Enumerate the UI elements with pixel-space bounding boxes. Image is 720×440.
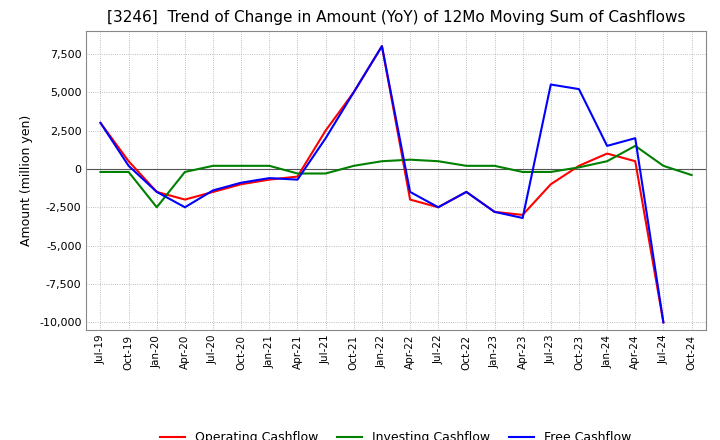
Operating Cashflow — [603, 151, 611, 156]
Free Cashflow — [434, 205, 443, 210]
Operating Cashflow — [321, 128, 330, 133]
Operating Cashflow — [96, 120, 105, 125]
Free Cashflow — [321, 136, 330, 141]
Investing Cashflow — [687, 172, 696, 178]
Investing Cashflow — [125, 169, 133, 175]
Investing Cashflow — [377, 158, 386, 164]
Investing Cashflow — [181, 169, 189, 175]
Operating Cashflow — [293, 174, 302, 179]
Investing Cashflow — [490, 163, 499, 169]
Operating Cashflow — [153, 189, 161, 194]
Line: Free Cashflow: Free Cashflow — [101, 46, 663, 323]
Operating Cashflow — [518, 212, 527, 217]
Line: Investing Cashflow: Investing Cashflow — [101, 146, 691, 207]
Free Cashflow — [631, 136, 639, 141]
Investing Cashflow — [349, 163, 358, 169]
Operating Cashflow — [265, 177, 274, 182]
Free Cashflow — [377, 44, 386, 49]
Free Cashflow — [546, 82, 555, 87]
Operating Cashflow — [377, 44, 386, 49]
Free Cashflow — [406, 189, 415, 194]
Investing Cashflow — [321, 171, 330, 176]
Free Cashflow — [293, 177, 302, 182]
Operating Cashflow — [462, 189, 471, 194]
Operating Cashflow — [237, 182, 246, 187]
Operating Cashflow — [181, 197, 189, 202]
Investing Cashflow — [237, 163, 246, 169]
Free Cashflow — [237, 180, 246, 185]
Investing Cashflow — [518, 169, 527, 175]
Free Cashflow — [125, 163, 133, 169]
Investing Cashflow — [209, 163, 217, 169]
Operating Cashflow — [575, 163, 583, 169]
Title: [3246]  Trend of Change in Amount (YoY) of 12Mo Moving Sum of Cashflows: [3246] Trend of Change in Amount (YoY) o… — [107, 11, 685, 26]
Investing Cashflow — [293, 171, 302, 176]
Investing Cashflow — [153, 205, 161, 210]
Free Cashflow — [518, 215, 527, 220]
Operating Cashflow — [349, 89, 358, 95]
Investing Cashflow — [434, 158, 443, 164]
Investing Cashflow — [659, 163, 667, 169]
Investing Cashflow — [406, 157, 415, 162]
Investing Cashflow — [546, 169, 555, 175]
Free Cashflow — [96, 120, 105, 125]
Free Cashflow — [462, 189, 471, 194]
Line: Operating Cashflow: Operating Cashflow — [101, 46, 663, 323]
Operating Cashflow — [209, 189, 217, 194]
Investing Cashflow — [575, 165, 583, 170]
Operating Cashflow — [125, 158, 133, 164]
Free Cashflow — [209, 188, 217, 193]
Legend: Operating Cashflow, Investing Cashflow, Free Cashflow: Operating Cashflow, Investing Cashflow, … — [156, 426, 636, 440]
Operating Cashflow — [659, 320, 667, 325]
Operating Cashflow — [406, 197, 415, 202]
Investing Cashflow — [265, 163, 274, 169]
Free Cashflow — [490, 209, 499, 214]
Operating Cashflow — [490, 209, 499, 214]
Free Cashflow — [349, 89, 358, 95]
Free Cashflow — [603, 143, 611, 149]
Operating Cashflow — [631, 158, 639, 164]
Free Cashflow — [575, 87, 583, 92]
Free Cashflow — [659, 320, 667, 325]
Free Cashflow — [153, 189, 161, 194]
Investing Cashflow — [631, 143, 639, 149]
Investing Cashflow — [462, 163, 471, 169]
Free Cashflow — [181, 205, 189, 210]
Operating Cashflow — [434, 205, 443, 210]
Investing Cashflow — [603, 158, 611, 164]
Free Cashflow — [265, 176, 274, 181]
Investing Cashflow — [96, 169, 105, 175]
Operating Cashflow — [546, 182, 555, 187]
Y-axis label: Amount (million yen): Amount (million yen) — [20, 115, 34, 246]
